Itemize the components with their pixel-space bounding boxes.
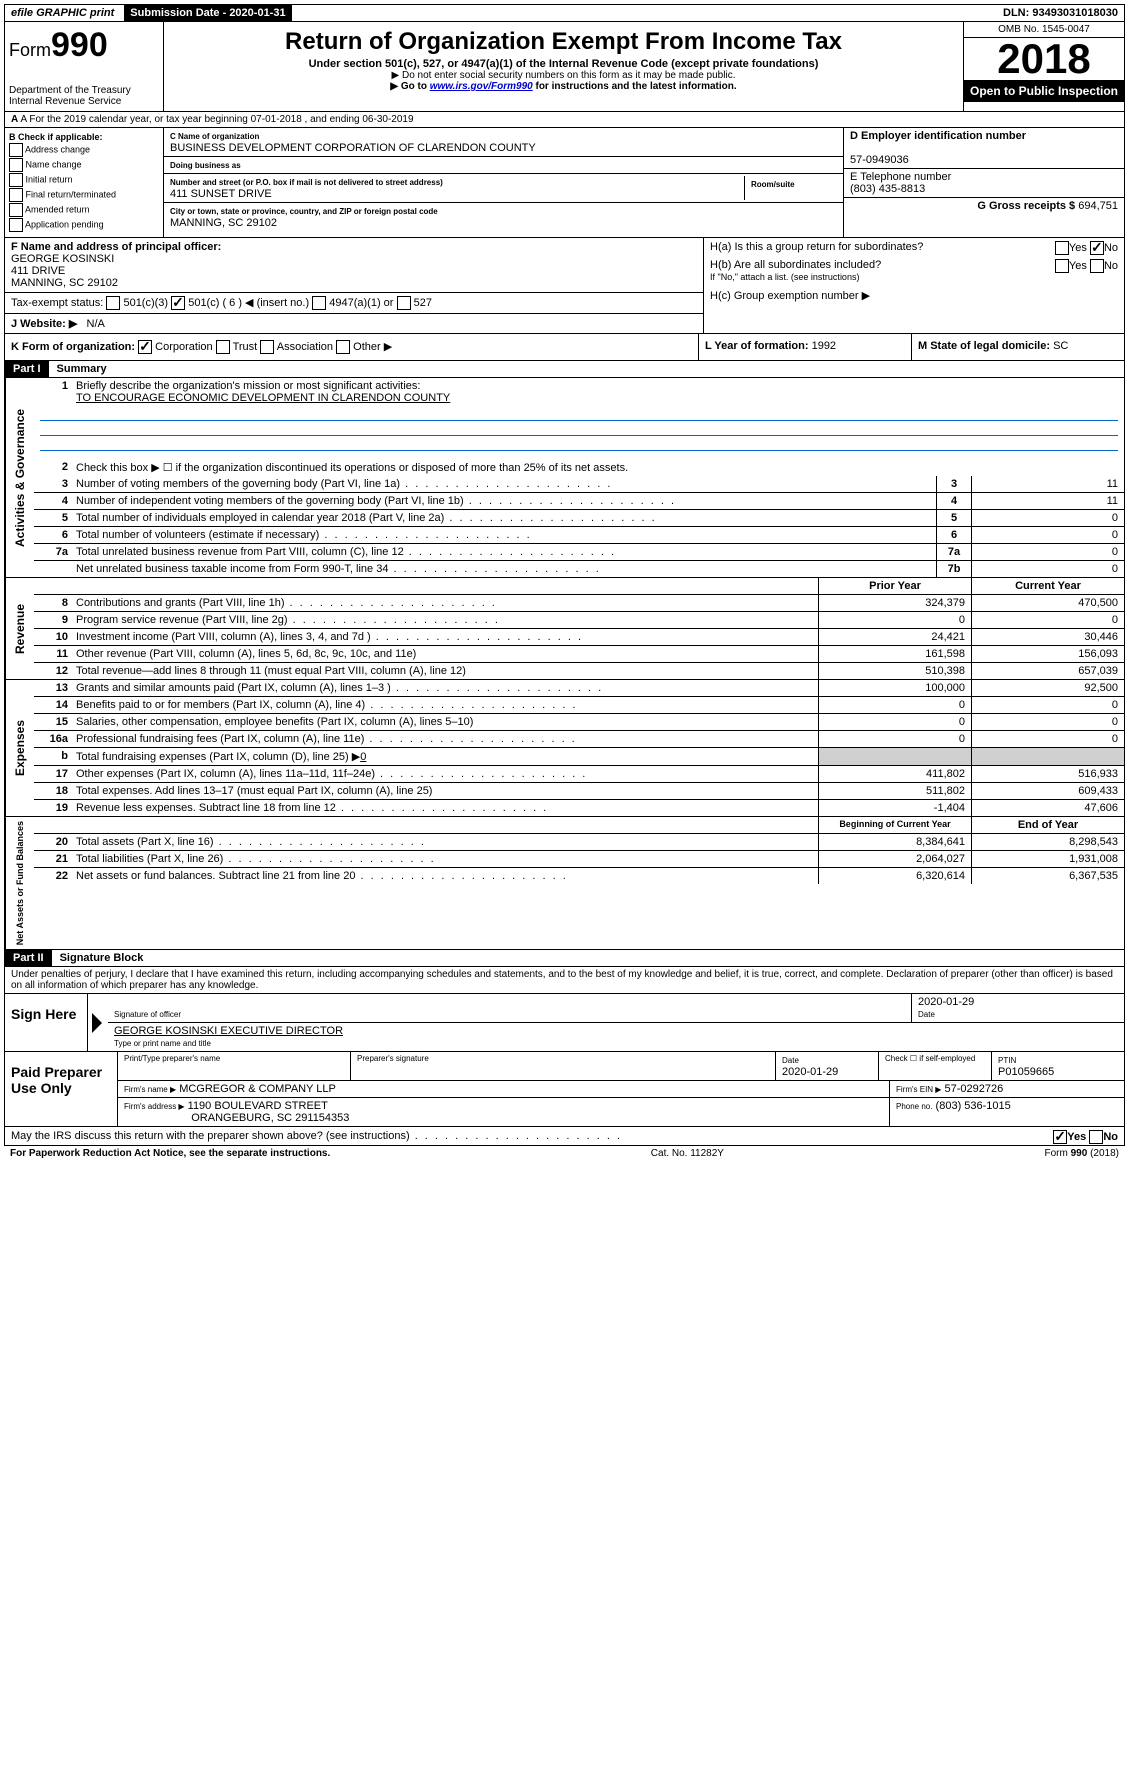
checkbox-4947[interactable] xyxy=(312,296,326,310)
line-7a-value: 0 xyxy=(971,544,1124,560)
form-prefix: Form xyxy=(9,40,51,60)
checkbox-amended[interactable] xyxy=(9,203,23,217)
line-5-value: 0 xyxy=(971,510,1124,526)
checkbox-name-change[interactable] xyxy=(9,158,23,172)
dept-label: Department of the Treasury Internal Reve… xyxy=(9,85,159,107)
mission-blank-line xyxy=(40,421,1118,436)
revenue-section: Revenue Prior Year Current Year 8Contrib… xyxy=(4,578,1125,680)
section-h: H(a) Is this a group return for subordin… xyxy=(704,238,1124,333)
netassets-label: Net Assets or Fund Balances xyxy=(5,817,34,949)
section-fh: F Name and address of principal officer:… xyxy=(4,238,1125,334)
checkbox-assoc[interactable] xyxy=(260,340,274,354)
checkbox-hb-yes[interactable] xyxy=(1055,259,1069,273)
checkbox-501c[interactable] xyxy=(171,296,185,310)
section-de: D Employer identification number 57-0949… xyxy=(843,128,1124,237)
checkbox-hb-no[interactable] xyxy=(1090,259,1104,273)
telephone: (803) 435-8813 xyxy=(850,183,925,195)
tax-exempt-row: Tax-exempt status: 501(c)(3) 501(c) ( 6 … xyxy=(5,293,703,314)
header-right: OMB No. 1545-0047 2018 Open to Public In… xyxy=(963,22,1124,111)
checkbox-ha-no[interactable] xyxy=(1090,241,1104,255)
checkbox-discuss-no[interactable] xyxy=(1089,1130,1103,1144)
expenses-label: Expenses xyxy=(5,680,34,816)
officer-print-name: GEORGE KOSINSKI EXECUTIVE DIRECTOR xyxy=(114,1025,343,1037)
form-title: Return of Organization Exempt From Incom… xyxy=(168,28,959,56)
section-bcdeg: B Check if applicable: Address change Na… xyxy=(4,128,1125,238)
row-a: A A For the 2019 calendar year, or tax y… xyxy=(4,112,1125,128)
sign-section: Sign Here Signature of officer 2020-01-2… xyxy=(4,994,1125,1052)
checkbox-other[interactable] xyxy=(336,340,350,354)
line-3-value: 11 xyxy=(971,476,1124,492)
org-name: BUSINESS DEVELOPMENT CORPORATION OF CLAR… xyxy=(170,142,536,154)
line-6-value: 0 xyxy=(971,527,1124,543)
col-f: F Name and address of principal officer:… xyxy=(5,238,704,333)
checkbox-final-return[interactable] xyxy=(9,188,23,202)
firm-ein: 57-0292726 xyxy=(945,1083,1004,1095)
netassets-section: Net Assets or Fund Balances Beginning of… xyxy=(4,817,1125,950)
governance-section: Activities & Governance 1 Briefly descri… xyxy=(4,378,1125,578)
year-formation: 1992 xyxy=(812,340,836,352)
website-value: N/A xyxy=(87,318,105,330)
preparer-section: Paid Preparer Use Only Print/Type prepar… xyxy=(4,1052,1125,1127)
governance-label: Activities & Governance xyxy=(5,378,34,577)
checkbox-corp[interactable] xyxy=(138,340,152,354)
checkbox-trust[interactable] xyxy=(216,340,230,354)
street-address: 411 SUNSET DRIVE xyxy=(170,188,272,200)
expenses-section: Expenses 13Grants and similar amounts pa… xyxy=(4,680,1125,817)
row-klm: K Form of organization: Corporation Trus… xyxy=(4,334,1125,361)
checkbox-pending[interactable] xyxy=(9,218,23,232)
checkbox-initial-return[interactable] xyxy=(9,173,23,187)
mission-blank-line xyxy=(40,436,1118,451)
line-4-value: 11 xyxy=(971,493,1124,509)
page-footer: For Paperwork Reduction Act Notice, see … xyxy=(4,1146,1125,1161)
submission-date-button[interactable]: Submission Date - 2020-01-31 xyxy=(124,5,291,21)
firm-name: MCGREGOR & COMPANY LLP xyxy=(179,1083,336,1095)
checkbox-ha-yes[interactable] xyxy=(1055,241,1069,255)
part-2-header: Part II Signature Block xyxy=(4,950,1125,967)
open-public-badge: Open to Public Inspection xyxy=(964,80,1124,102)
section-c: C Name of organization BUSINESS DEVELOPM… xyxy=(164,128,843,237)
top-bar: efile GRAPHIC print Submission Date - 20… xyxy=(4,4,1125,22)
discuss-row: May the IRS discuss this return with the… xyxy=(4,1127,1125,1146)
efile-label: efile GRAPHIC print xyxy=(5,5,120,21)
line-7b-value: 0 xyxy=(971,561,1124,577)
checkbox-address-change[interactable] xyxy=(9,143,23,157)
note-1: ▶ Do not enter social security numbers o… xyxy=(168,70,959,81)
mission-text: TO ENCOURAGE ECONOMIC DEVELOPMENT IN CLA… xyxy=(76,392,450,404)
note-2: ▶ Go to www.irs.gov/Form990 for instruct… xyxy=(168,81,959,92)
checkbox-527[interactable] xyxy=(397,296,411,310)
header-left: Form990 Department of the Treasury Inter… xyxy=(5,22,164,111)
firm-phone: (803) 536-1015 xyxy=(936,1100,1011,1112)
current-year-header: Current Year xyxy=(971,578,1124,594)
revenue-label: Revenue xyxy=(5,578,34,679)
mission-blank-line xyxy=(40,406,1118,421)
penalties-text: Under penalties of perjury, I declare th… xyxy=(4,967,1125,994)
prior-year-header: Prior Year xyxy=(818,578,971,594)
officer-name: GEORGE KOSINSKI xyxy=(11,253,114,265)
dln-label: DLN: 93493031018030 xyxy=(997,5,1124,21)
form-subtitle: Under section 501(c), 527, or 4947(a)(1)… xyxy=(168,58,959,70)
ein: 57-0949036 xyxy=(850,154,909,166)
gross-receipts: 694,751 xyxy=(1078,200,1118,212)
form-header: Form990 Department of the Treasury Inter… xyxy=(4,22,1125,112)
arrow-icon xyxy=(92,1013,102,1033)
header-center: Return of Organization Exempt From Incom… xyxy=(164,22,963,111)
form-number: 990 xyxy=(51,26,108,64)
irs-link[interactable]: www.irs.gov/Form990 xyxy=(430,81,533,92)
section-b: B Check if applicable: Address change Na… xyxy=(5,128,164,237)
part-1-header: Part I Summary xyxy=(4,361,1125,378)
tax-year: 2018 xyxy=(964,38,1124,80)
city-state-zip: MANNING, SC 29102 xyxy=(170,217,277,229)
checkbox-501c3[interactable] xyxy=(106,296,120,310)
ptin: P01059665 xyxy=(998,1066,1054,1078)
checkbox-discuss-yes[interactable] xyxy=(1053,1130,1067,1144)
state-domicile: SC xyxy=(1053,340,1068,352)
